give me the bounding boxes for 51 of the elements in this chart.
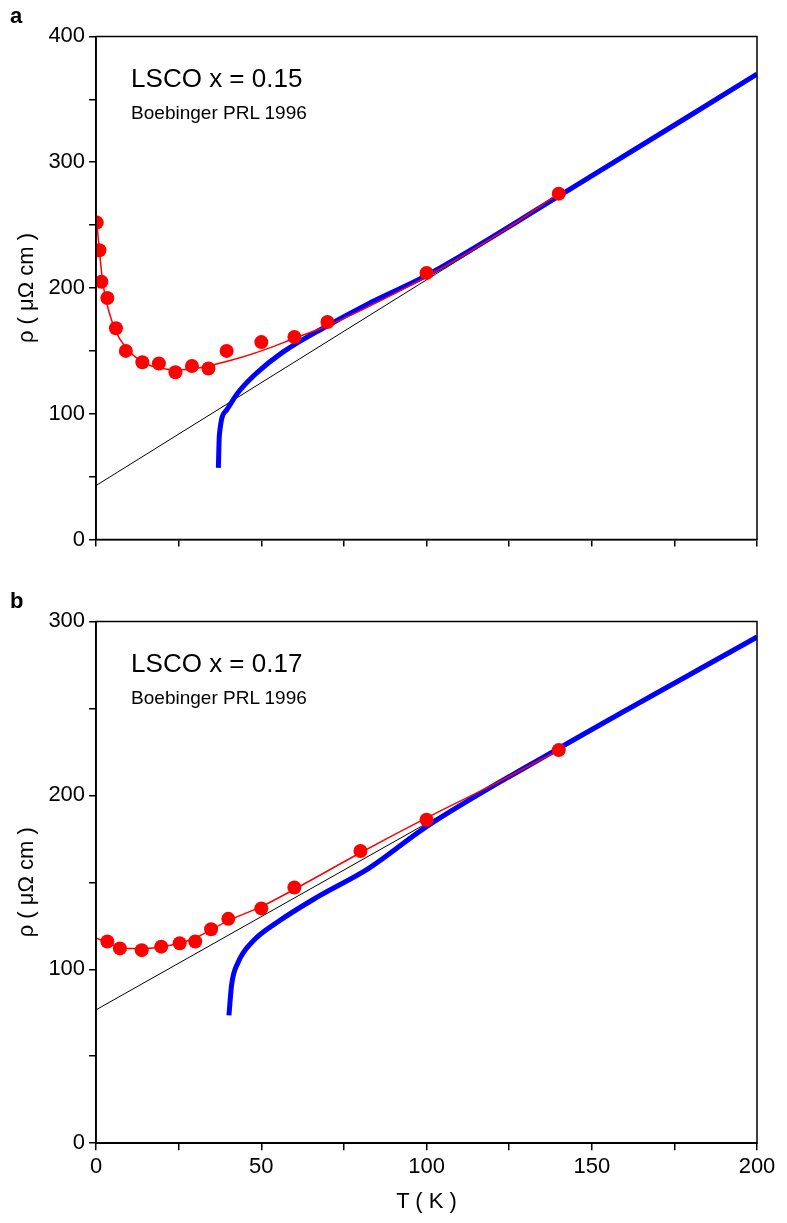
point [184,359,199,373]
point [100,291,115,306]
x-tick-label: 150 [573,1153,611,1179]
point [287,330,302,345]
point [108,321,123,336]
annotation: Boebinger PRL 1996 [131,687,307,709]
point [353,843,368,858]
y-axis-title: ρ ( μΩ cm ) [13,827,39,938]
point [201,361,216,376]
y-tick-label: 400 [48,22,86,48]
point [112,941,127,956]
point [151,356,166,371]
x-axis-title: T ( K ) [396,1187,457,1213]
point [551,743,566,758]
point [96,274,109,289]
point [287,880,302,895]
x-tick-label: 50 [249,1153,274,1179]
point [154,939,169,954]
y-tick-label: 0 [72,1129,86,1155]
point [172,936,187,951]
y-axis-title: ρ ( μΩ cm ) [13,232,39,344]
point [221,911,236,926]
y-tick-label: 200 [48,781,86,807]
point [320,314,335,329]
y-tick-label: 200 [48,274,86,300]
point [551,186,566,201]
point [188,934,203,949]
point [254,335,269,350]
point [219,343,234,358]
point [419,812,434,827]
point [134,943,149,958]
y-tick-label: 100 [48,399,86,425]
x-tick-label: 0 [89,1153,103,1179]
point [100,934,115,949]
annotation: LSCO x = 0.17 [131,647,303,678]
y-tick-label: 0 [72,525,86,551]
chart-title: a [10,3,23,29]
point [118,343,133,358]
point [419,265,434,280]
point [168,365,183,380]
point [254,901,269,916]
x-tick-label: 100 [408,1153,445,1179]
chart-title: b [10,588,24,614]
point [135,355,150,370]
y-tick-label: 300 [48,148,86,174]
x-tick-label: 200 [738,1153,776,1179]
y-tick-label: 100 [48,955,86,981]
y-tick-label: 300 [48,607,86,633]
annotation: Boebinger PRL 1996 [131,102,307,124]
point [204,922,219,937]
annotation: LSCO x = 0.15 [131,62,303,93]
